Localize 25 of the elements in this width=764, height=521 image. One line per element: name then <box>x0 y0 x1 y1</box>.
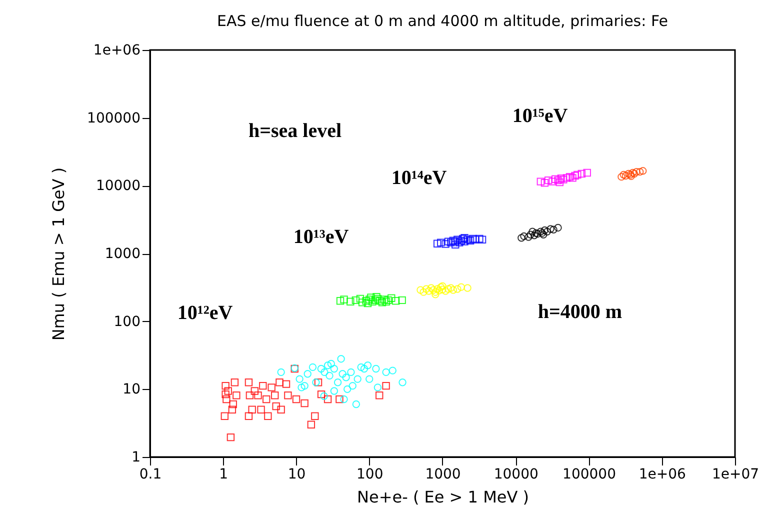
x-axis-title: Ne+e- ( Ee > 1 MeV ) <box>357 488 529 506</box>
x-tick-label: 100 <box>356 466 384 482</box>
y-axis-title: Nmu ( Emu > 1 GeV ) <box>49 167 68 341</box>
y-tick-label: 10 <box>122 382 140 398</box>
x-tick-label: 100000 <box>562 466 616 482</box>
y-tick-label: 100000 <box>87 110 140 126</box>
x-tick-label: 1e+07 <box>712 466 760 482</box>
annotation: 10¹³eV <box>293 226 350 248</box>
x-tick-label: 1 <box>219 466 228 482</box>
x-tick-label: 10 <box>288 466 306 482</box>
annotation: 10¹⁴eV <box>391 167 448 189</box>
y-tick-label: 10000 <box>96 178 140 194</box>
annotation: 10¹⁵eV <box>512 105 568 127</box>
y-tick-label: 1e+06 <box>93 42 141 58</box>
y-tick-label: 100 <box>114 314 140 330</box>
x-tick-label: 10000 <box>494 466 538 482</box>
x-tick-label: 1000 <box>425 466 461 482</box>
y-tick-label: 1 <box>132 450 140 466</box>
y-tick-label: 1000 <box>104 246 140 262</box>
annotation: h=4000 m <box>538 301 622 323</box>
chart-title: EAS e/mu fluence at 0 m and 4000 m altitude, primaries: Fe <box>217 12 668 30</box>
x-tick-label: 1e+06 <box>638 466 686 482</box>
x-tick-label: 0.1 <box>139 466 162 482</box>
annotation: 10¹²eV <box>177 302 234 324</box>
annotation: h=sea level <box>248 120 342 142</box>
